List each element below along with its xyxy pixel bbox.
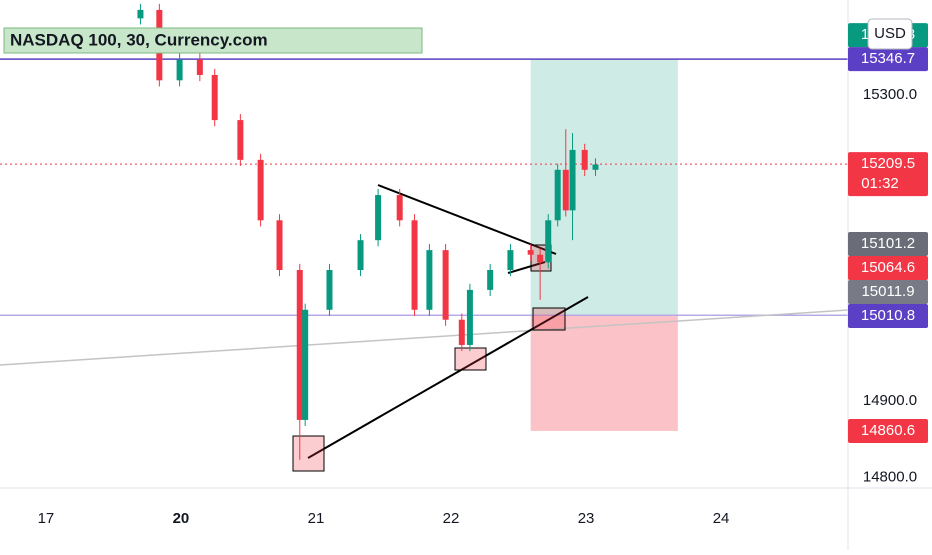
candle-body (326, 270, 333, 310)
candle-body (537, 254, 544, 263)
price-tag (848, 304, 928, 329)
candle-body (527, 250, 534, 255)
candle-body (211, 74, 218, 121)
candle-body (426, 250, 433, 310)
price-tag-label: 15101.2 (861, 235, 915, 252)
candle-body (396, 195, 403, 221)
profit-zone (530, 59, 678, 316)
candle-body (276, 220, 283, 271)
candle-body (554, 169, 561, 221)
loss-zone (530, 315, 678, 431)
x-tick-label: 22 (443, 510, 460, 527)
title-box (3, 27, 423, 54)
countdown-label: 01:32 (861, 175, 899, 192)
candle-body (458, 319, 465, 345)
price-tag (848, 256, 928, 281)
marker-box (292, 435, 325, 472)
price-tag (848, 232, 928, 257)
price-tag-layer: 15300.014900.014800.015346.815346.715209… (848, 23, 928, 485)
price-tag-label: 14860.6 (861, 422, 915, 439)
candle-body (411, 220, 418, 310)
y-tick-label: 15300.0 (863, 86, 917, 103)
price-tag-label: 15209.5 (861, 155, 915, 172)
x-tick-label: 23 (578, 510, 595, 527)
price-tag (848, 47, 928, 72)
trend-line (507, 261, 546, 274)
x-tick-label: 17 (38, 510, 55, 527)
trend-line (377, 184, 557, 255)
currency-label[interactable]: USD (874, 25, 906, 42)
candle-body (196, 59, 203, 75)
candle-body (487, 270, 494, 290)
candle-body (137, 9, 144, 19)
candle-layer (137, 3, 599, 460)
y-tick-label: 14900.0 (863, 392, 917, 409)
price-tag (848, 418, 928, 443)
price-tag (848, 280, 928, 305)
x-tick-label: 21 (308, 510, 325, 527)
candle-body (592, 164, 599, 170)
candle-body (507, 250, 514, 271)
candle-body (257, 159, 264, 221)
candle-body (302, 309, 309, 420)
chart-title: NASDAQ 100, 30, Currency.com (10, 30, 268, 49)
candle-body (296, 270, 303, 420)
trend-line (307, 296, 589, 459)
candle-body (569, 149, 576, 211)
price-tag-label: 15011.9 (861, 283, 914, 300)
candle-body (442, 250, 449, 320)
trend-line (0, 309, 849, 366)
price-tag (848, 152, 928, 197)
y-tick-label: 14800.0 (863, 468, 917, 485)
marker-box (532, 307, 566, 331)
candle-body (562, 169, 569, 211)
background-layer (0, 58, 848, 431)
candle-body (545, 220, 552, 263)
candle-body (375, 195, 382, 241)
marker-box (454, 347, 487, 371)
price-tag-label: 15064.6 (861, 259, 915, 276)
candle-body (357, 240, 364, 271)
currency-button[interactable] (867, 18, 913, 50)
candle-body (237, 120, 244, 160)
candle-body (176, 59, 183, 81)
candle-body (581, 149, 588, 170)
x-tick-label: 24 (713, 510, 730, 527)
x-tick-label: 20 (173, 510, 190, 527)
candle-body (466, 289, 473, 345)
price-tag-label: 15010.8 (861, 307, 915, 324)
price-tag-label: 15346.7 (861, 50, 915, 67)
